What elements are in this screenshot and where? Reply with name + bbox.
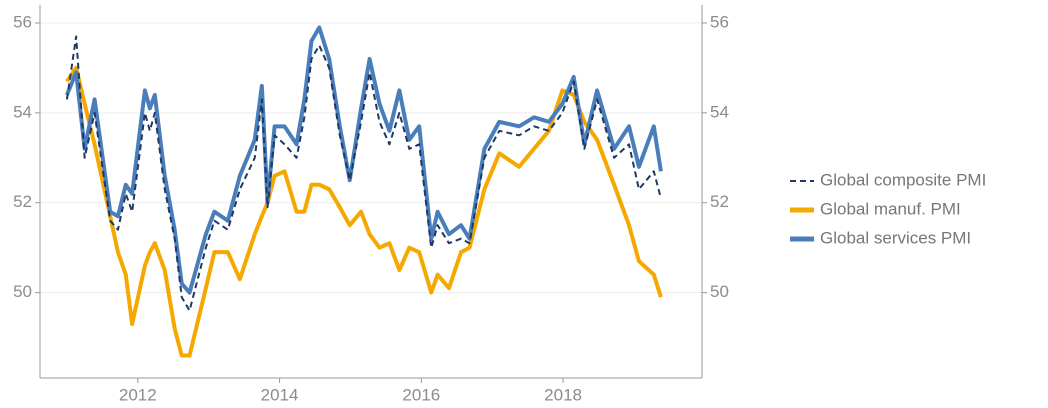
x-tick-label: 2014 xyxy=(261,385,299,404)
series-line xyxy=(65,65,663,358)
y-tick-label: 56 xyxy=(13,12,32,31)
series-line xyxy=(65,25,663,295)
x-tick-label: 2016 xyxy=(402,385,440,404)
legend-label: Global services PMI xyxy=(820,228,971,247)
y2-tick-label: 52 xyxy=(710,192,729,211)
series-line xyxy=(65,35,662,312)
x-tick-label: 2012 xyxy=(119,385,157,404)
legend: Global composite PMI Global manuf. PMI Glo… xyxy=(790,170,986,247)
y-tick-label: 52 xyxy=(13,192,32,211)
y-tick-label: 54 xyxy=(13,102,32,121)
legend-label: Global composite PMI xyxy=(820,170,986,189)
y2-tick-label: 56 xyxy=(710,12,729,31)
y-tick-label: 50 xyxy=(13,282,32,301)
x-tick-label: 2018 xyxy=(544,385,582,404)
legend-label: Global manuf. PMI xyxy=(820,199,961,218)
y2-tick-label: 54 xyxy=(710,102,729,121)
y2-tick-label: 50 xyxy=(710,282,729,301)
